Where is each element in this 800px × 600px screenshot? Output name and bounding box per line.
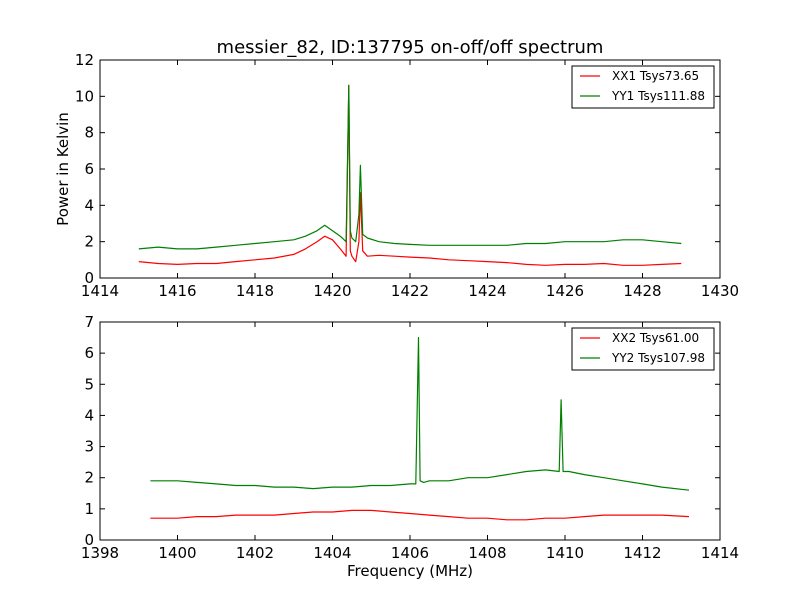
top-series-line-0 — [138, 84, 682, 266]
top-x-tick-label: 1418 — [236, 282, 274, 300]
bottom-legend-label-xx2: XX2 Tsys61.00 — [612, 331, 699, 345]
bottom-y-tick-label: 6 — [84, 344, 94, 362]
top-x-tick-label: 1430 — [701, 282, 739, 300]
top-y-tick-label: 10 — [75, 87, 94, 105]
top-subplot: messier_82, ID:137795 on-off/off spectru… — [54, 37, 739, 300]
bottom-series-line-1 — [150, 337, 690, 491]
bottom-y-tick-label: 4 — [84, 406, 94, 424]
bottom-x-tick-label: 1402 — [236, 544, 274, 562]
top-y-axis-label: Power in Kelvin — [54, 112, 72, 226]
top-axis-ticks: 1414 1416 1418 1420 1422 1424 1426 1428 1430 0 2 4 6… — [75, 51, 739, 300]
top-x-tick-label: 1428 — [623, 282, 661, 300]
top-x-tick-label: 1422 — [391, 282, 429, 300]
top-series-line-1 — [138, 84, 682, 250]
top-y-tick-label: 6 — [84, 160, 94, 178]
bottom-y-tick-label: 1 — [84, 500, 94, 518]
top-x-tick-label: 1414 — [81, 282, 119, 300]
top-y-tick-label: 4 — [84, 196, 94, 214]
bottom-y-tick-label: 7 — [84, 313, 94, 331]
top-x-tick-label: 1420 — [313, 282, 351, 300]
bottom-legend: XX2 Tsys61.00 YY2 Tsys107.98 — [571, 327, 715, 371]
bottom-x-tick-label: 1412 — [623, 544, 661, 562]
bottom-legend-box — [571, 327, 715, 371]
top-legend-box — [571, 65, 715, 109]
bottom-x-tick-label: 1410 — [546, 544, 584, 562]
bottom-x-axis-label: Frequency (MHz) — [347, 562, 473, 580]
top-x-tick-label: 1416 — [158, 282, 196, 300]
top-y-tick-label: 0 — [84, 269, 94, 287]
bottom-x-tick-label: 1414 — [701, 544, 739, 562]
top-y-tick-label: 2 — [84, 233, 94, 251]
bottom-x-tick-label: 1408 — [468, 544, 506, 562]
top-x-tick-label: 1426 — [546, 282, 584, 300]
top-x-tick-label: 1424 — [468, 282, 506, 300]
bottom-x-tick-label: 1406 — [391, 544, 429, 562]
bottom-y-tick-label: 2 — [84, 469, 94, 487]
bottom-x-tick-label: 1404 — [313, 544, 351, 562]
top-y-tick-label: 12 — [75, 51, 94, 69]
bottom-y-tick-label: 0 — [84, 531, 94, 549]
bottom-y-tick-label: 3 — [84, 438, 94, 456]
bottom-subplot: Frequency (MHz) 1398 1400 1402 1404 1406 1408… — [81, 313, 739, 580]
bottom-plot-area — [150, 337, 690, 521]
bottom-y-tick-label: 5 — [84, 375, 94, 393]
bottom-x-tick-label: 1400 — [158, 544, 196, 562]
top-y-tick-label: 8 — [84, 124, 94, 142]
top-legend-label-xx1: XX1 Tsys73.65 — [612, 69, 699, 83]
top-chart-title: messier_82, ID:137795 on-off/off spectru… — [217, 37, 604, 58]
bottom-x-tick-label: 1398 — [81, 544, 119, 562]
top-legend: XX1 Tsys73.65 YY1 Tsys111.88 — [571, 65, 715, 109]
bottom-axis-ticks: 1398 1400 1402 1404 1406 1408 1410 1412 1414 0 1 2 3… — [81, 313, 739, 562]
top-legend-label-yy1: YY1 Tsys111.88 — [611, 89, 705, 103]
bottom-series-line-0 — [150, 509, 690, 521]
bottom-legend-label-yy2: YY2 Tsys107.98 — [611, 351, 705, 365]
top-plot-area — [138, 84, 682, 266]
